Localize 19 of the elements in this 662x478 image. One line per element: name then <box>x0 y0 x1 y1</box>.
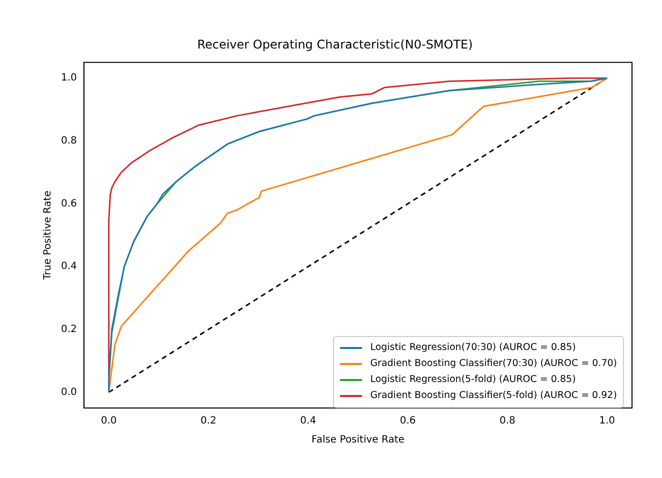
x-tick-label: 0.8 <box>499 416 516 427</box>
x-tick-label: 0.2 <box>200 416 216 427</box>
y-tick-label: 0.4 <box>60 261 77 272</box>
chart-title: Receiver Operating Characteristic(N0-SMOTE) <box>197 37 473 52</box>
x-axis-title: False Positive Rate <box>311 434 404 446</box>
y-axis-title: True Positive Rate <box>42 190 54 281</box>
legend-label: Gradient Boosting Classifier(5-fold) (AUROC = 0.92) <box>370 389 617 403</box>
x-tick-label: 0.0 <box>100 416 117 427</box>
y-tick-label: 0.6 <box>60 198 77 210</box>
y-tick-label: 0.2 <box>60 324 77 336</box>
x-tick-label: 1.0 <box>599 416 616 427</box>
y-tick-label: 1.0 <box>60 72 77 84</box>
y-tick-label: 0.0 <box>60 386 77 398</box>
x-tick-label: 0.4 <box>300 416 316 427</box>
legend-label: Gradient Boosting Classifier(70:30) (AUROC = 0.70) <box>370 357 617 371</box>
x-tick-label: 0.6 <box>400 416 416 427</box>
legend-label: Logistic Regression(70:30) (AUROC = 0.85) <box>370 341 576 355</box>
legend-label: Logistic Regression(5-fold) (AUROC = 0.85) <box>370 373 576 387</box>
y-tick-label: 0.8 <box>60 136 77 147</box>
